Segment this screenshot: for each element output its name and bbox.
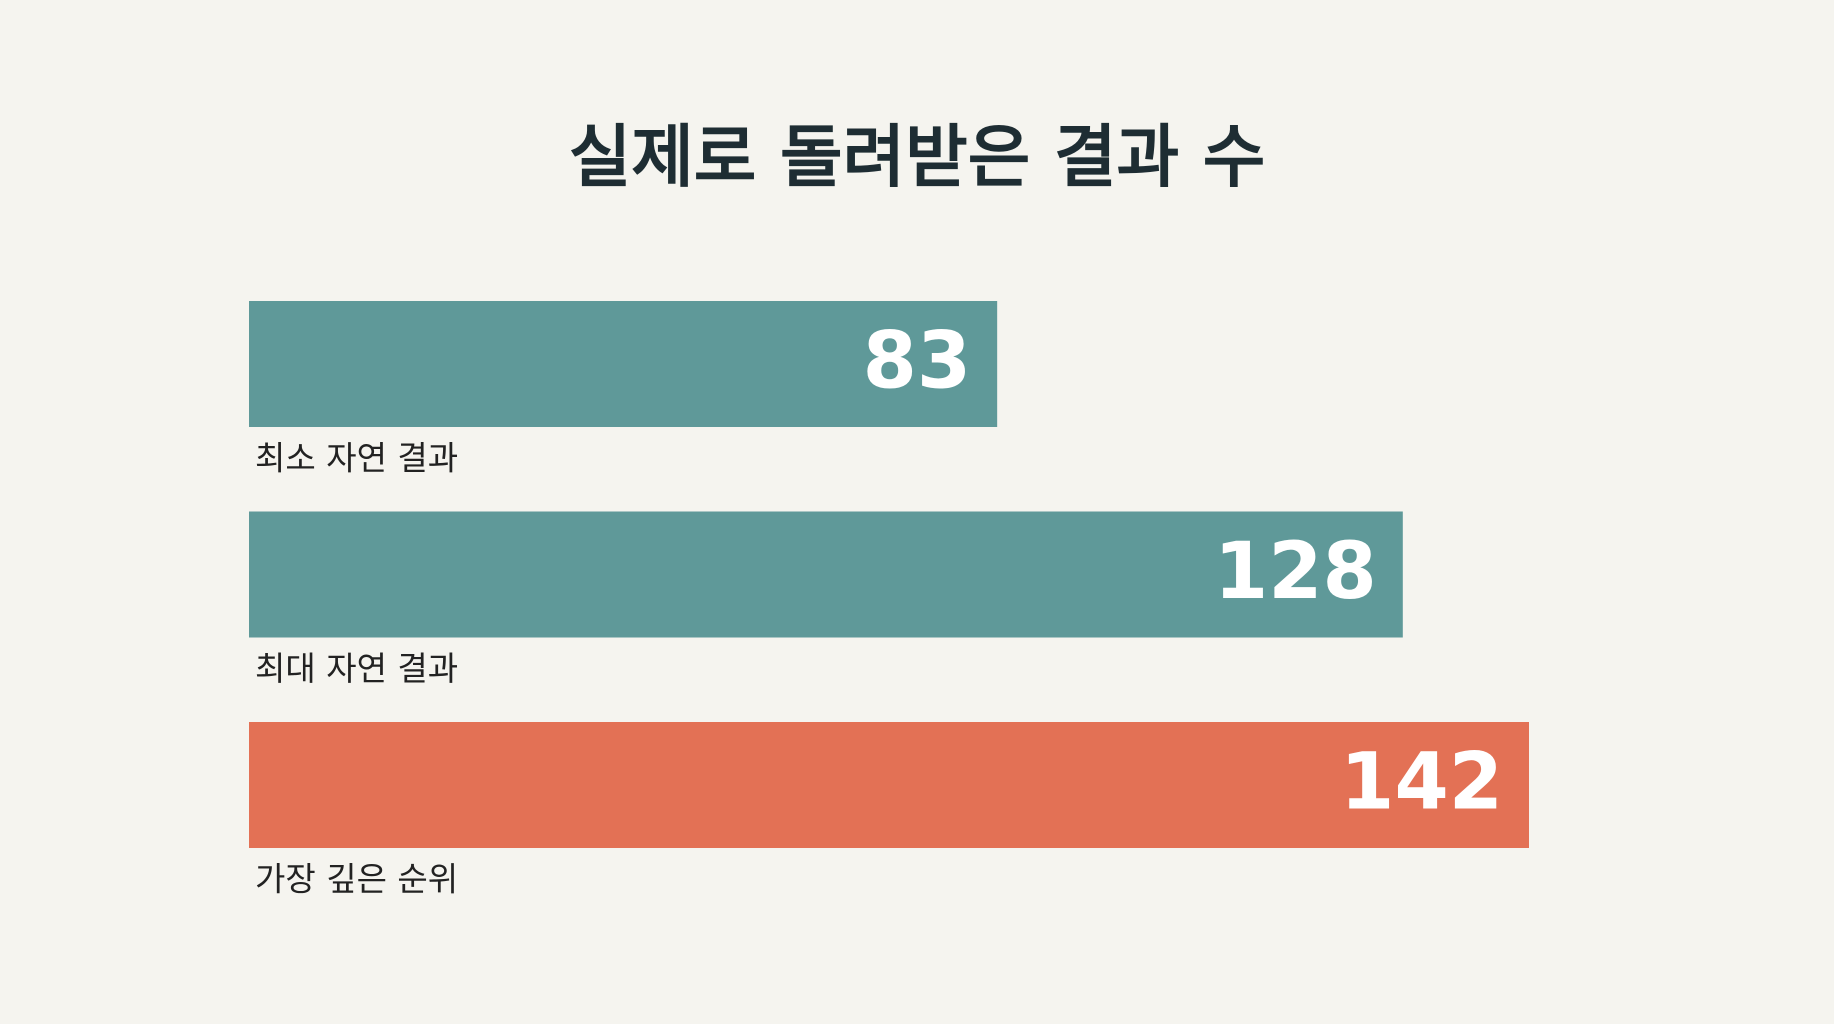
- bar: [249, 301, 998, 427]
- bar: [249, 722, 1529, 848]
- category-label: 최소 자연 결과: [255, 439, 458, 478]
- value-label: 128: [1214, 527, 1377, 617]
- chart-title: 실제로 돌려받은 결과 수: [569, 119, 1266, 198]
- category-label: 가장 깊은 순위: [255, 860, 458, 899]
- value-label: 142: [1340, 737, 1503, 827]
- value-label: 83: [863, 316, 972, 406]
- bar: [249, 511, 1403, 638]
- category-label: 최대 자연 결과: [255, 649, 458, 688]
